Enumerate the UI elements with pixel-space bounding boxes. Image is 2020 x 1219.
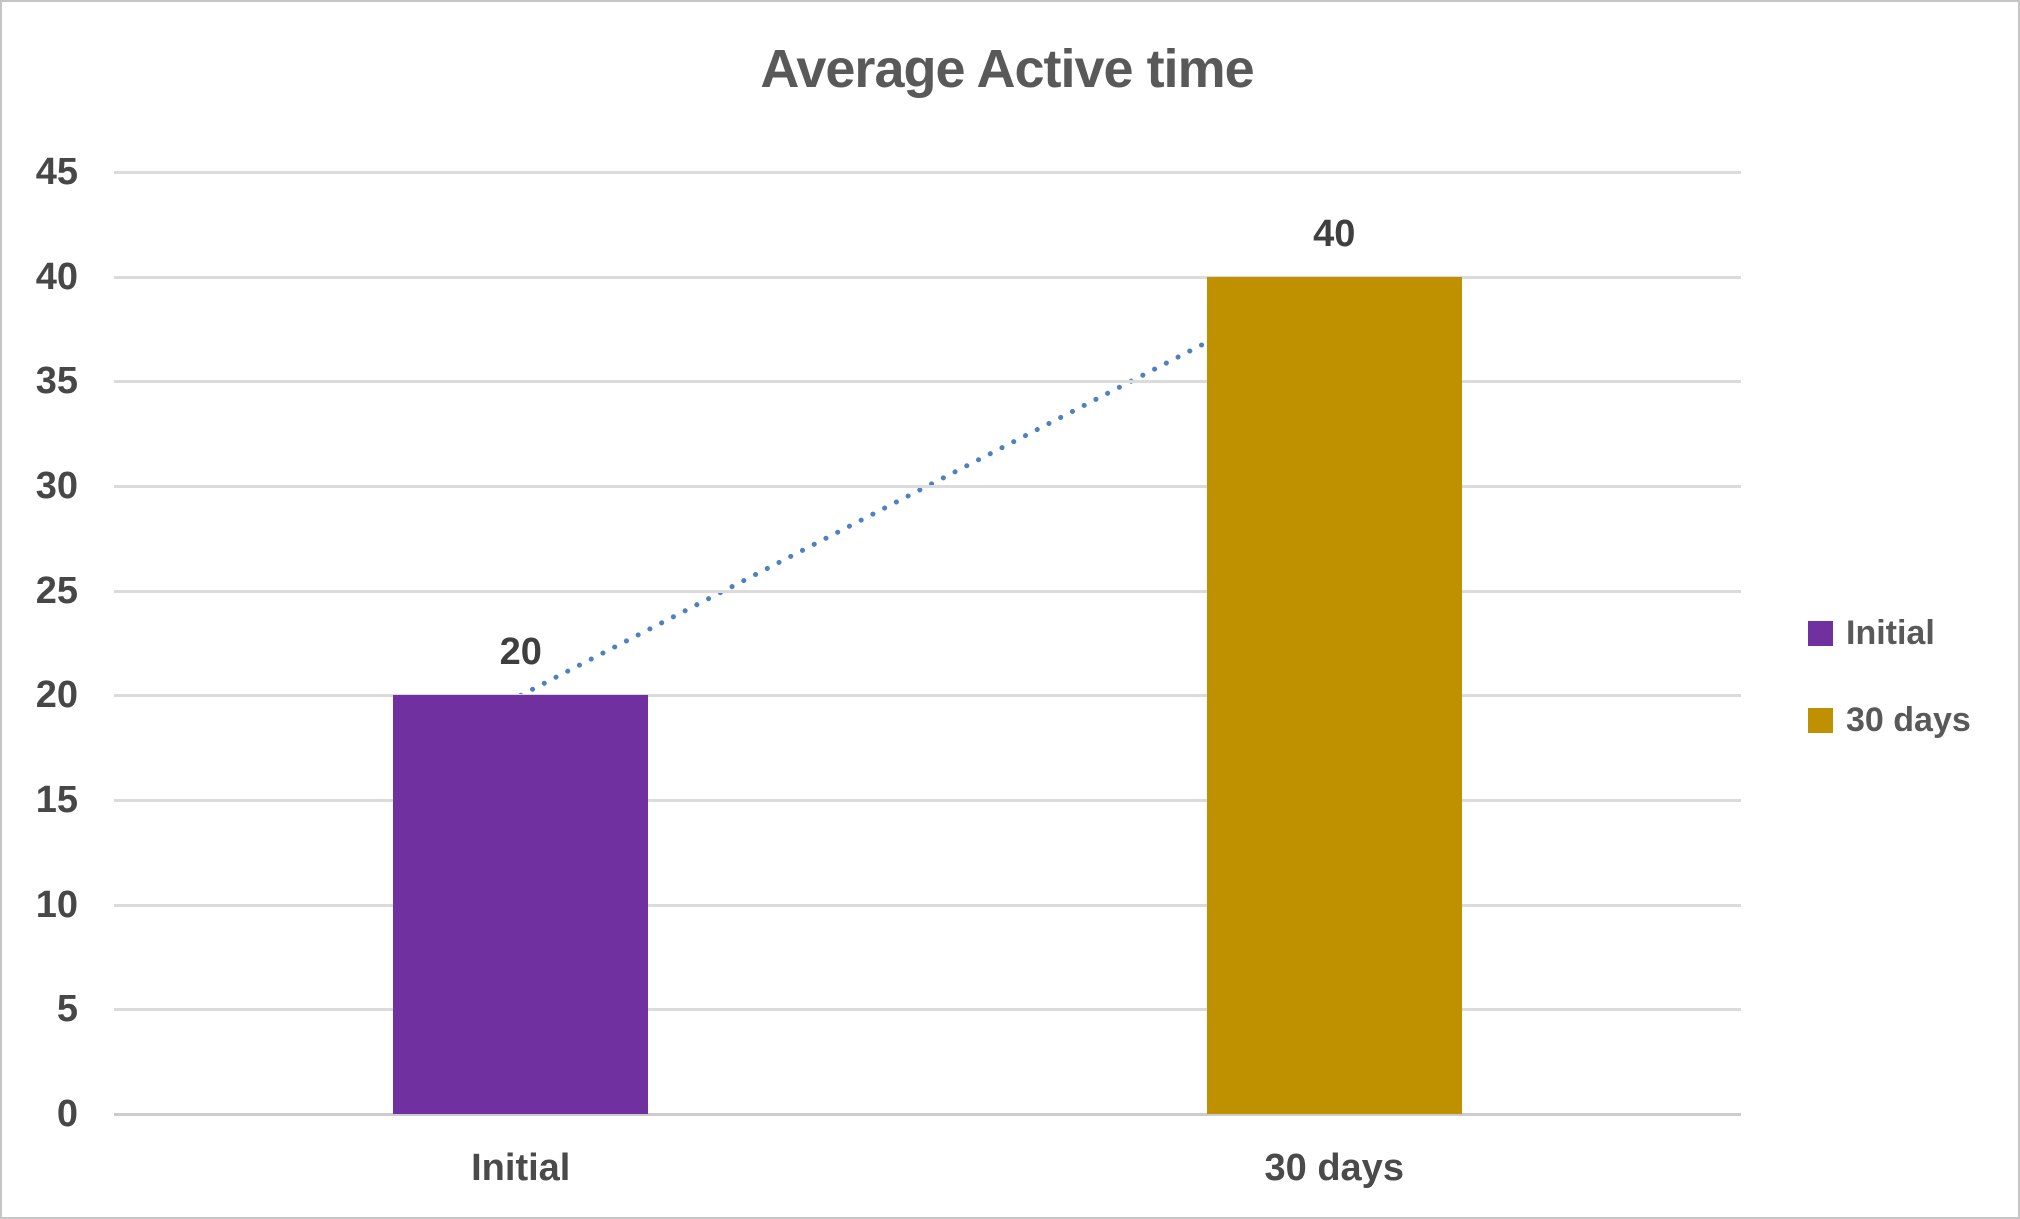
bar-30-days	[1206, 276, 1462, 1114]
gridline	[114, 799, 1741, 802]
bar-data-label: 20	[499, 631, 542, 674]
x-axis-category-label: Initial	[471, 1147, 571, 1189]
chart-title: Average Active time	[760, 39, 1254, 99]
y-axis-tick-label: 10	[35, 883, 78, 926]
legend-label-initial: Initial	[1846, 614, 1935, 652]
y-axis-tick-label: 20	[35, 674, 78, 717]
legend-swatch-30-days	[1808, 708, 1833, 733]
gridline	[114, 1008, 1741, 1012]
y-axis-tick-label: 25	[35, 569, 78, 612]
x-axis-category-label: 30 days	[1264, 1147, 1404, 1189]
x-axis-line	[114, 1113, 1741, 1116]
y-axis-tick-label: 40	[35, 255, 78, 298]
legend-label-30-days: 30 days	[1846, 701, 1971, 739]
y-axis-tick-label: 0	[56, 1093, 78, 1135]
y-axis-tick-label: 15	[35, 779, 78, 821]
bar-data-label: 40	[1313, 212, 1356, 255]
y-axis-tick-label: 5	[56, 988, 78, 1031]
legend-item-30-days: 30 days	[1808, 701, 1971, 740]
legend: Initial 30 days	[1808, 614, 1971, 740]
gridline	[114, 589, 1741, 593]
legend-swatch-initial	[1808, 621, 1833, 646]
gridline	[114, 903, 1741, 907]
gridline	[114, 171, 1741, 174]
gridline	[114, 380, 1741, 384]
y-axis-tick-label: 35	[35, 360, 78, 403]
gridline	[114, 485, 1741, 488]
y-axis-tick-label: 45	[35, 151, 78, 193]
gridline	[114, 275, 1741, 279]
bar-initial	[393, 695, 649, 1114]
y-axis-tick-label: 30	[35, 465, 78, 507]
legend-item-initial: Initial	[1808, 614, 1971, 653]
gridline	[114, 694, 1741, 698]
